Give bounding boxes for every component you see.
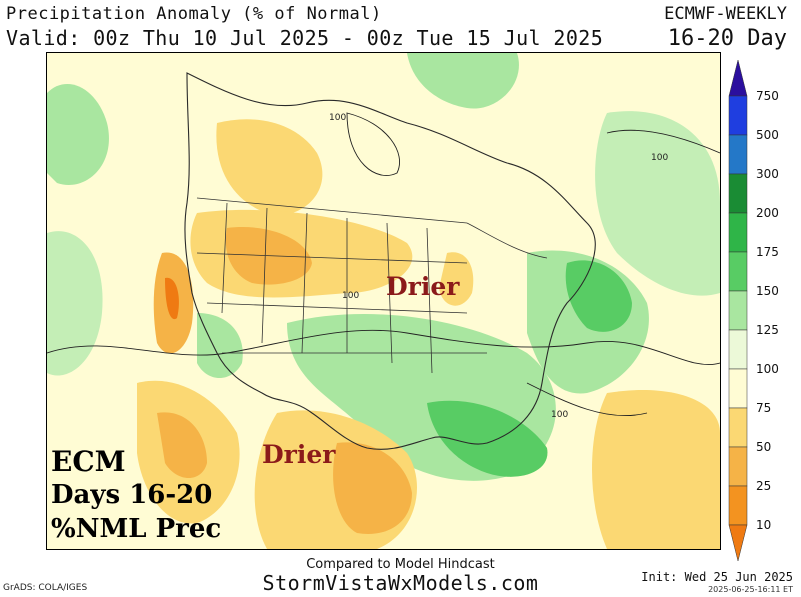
coastline bbox=[184, 72, 596, 450]
init-time: Init: Wed 25 Jun 2025 bbox=[641, 570, 793, 584]
contour-100 bbox=[47, 329, 720, 365]
contour-label: 100 bbox=[329, 113, 347, 123]
legend-swatch bbox=[728, 407, 748, 448]
legend-swatch bbox=[728, 95, 748, 136]
model-label-line1: ECM bbox=[51, 445, 126, 478]
model-label-line3: %NML Prec bbox=[51, 514, 222, 544]
dry-anomaly-region bbox=[165, 277, 179, 320]
contour-label: 100 bbox=[651, 153, 669, 163]
borders bbox=[196, 197, 548, 374]
legend-swatch bbox=[728, 60, 748, 97]
legend-colorbar bbox=[728, 60, 748, 562]
legend-swatch bbox=[728, 134, 748, 175]
valid-period: Valid: 00z Thu 10 Jul 2025 - 00z Tue 15 … bbox=[6, 26, 604, 50]
legend-level-label: 50 bbox=[756, 440, 772, 454]
dry-anomaly-region bbox=[216, 119, 323, 215]
forecast-period: 16-20 Day bbox=[667, 26, 787, 51]
anomaly-field bbox=[47, 53, 720, 549]
legend-swatch bbox=[728, 173, 748, 214]
model-name: ECMWF-WEEKLY bbox=[664, 4, 787, 24]
wet-anomaly-region bbox=[47, 231, 103, 376]
wet-anomaly-region bbox=[595, 111, 720, 296]
contour-100 bbox=[346, 112, 400, 176]
generated-stamp: 2025-06-25-16:11 ET bbox=[708, 585, 793, 594]
legend-level-label: 750 bbox=[756, 89, 779, 103]
legend-swatch bbox=[728, 290, 748, 331]
wet-anomaly-region bbox=[565, 260, 632, 332]
legend-level-label: 175 bbox=[756, 245, 779, 259]
grads-credit: GrADS: COLA/IGES bbox=[3, 583, 88, 593]
legend-level-label: 150 bbox=[756, 284, 779, 298]
drier-label-south: Drier bbox=[262, 440, 336, 469]
wet-anomaly-region bbox=[407, 53, 519, 109]
footer-site: StormVistaWxModels.com bbox=[262, 571, 539, 595]
wet-anomaly-region bbox=[47, 84, 109, 185]
legend-level-label: 10 bbox=[756, 518, 772, 532]
footer-compared: Compared to Model Hindcast bbox=[306, 557, 495, 572]
contour-100 bbox=[606, 129, 720, 154]
legend-level-label: 125 bbox=[756, 323, 779, 337]
legend-swatch bbox=[728, 251, 748, 292]
legend-level-label: 200 bbox=[756, 206, 779, 220]
wet-anomaly-region bbox=[197, 313, 243, 378]
legend-swatch bbox=[728, 485, 748, 526]
dry-anomaly-region bbox=[157, 412, 207, 478]
contour-label: 100 bbox=[551, 410, 569, 420]
wet-anomaly-region bbox=[427, 400, 548, 477]
legend-level-label: 300 bbox=[756, 167, 779, 181]
legend-level-label: 500 bbox=[756, 128, 779, 142]
legend-swatch bbox=[728, 329, 748, 370]
dry-anomaly-region bbox=[439, 252, 474, 306]
color-legend: 750 500 300 200 175 150 125 100 75 50 25 10 bbox=[728, 60, 800, 570]
legend-level-label: 100 bbox=[756, 362, 779, 376]
map-title: Precipitation Anomaly (% of Normal) bbox=[6, 4, 382, 24]
dry-anomaly-region bbox=[592, 389, 720, 549]
legend-level-label: 75 bbox=[756, 401, 772, 415]
contour-100 bbox=[526, 382, 648, 417]
drier-label-north: Drier bbox=[386, 272, 460, 301]
legend-swatch bbox=[728, 524, 748, 562]
anomaly-map: 100 100 100 100 bbox=[46, 52, 721, 550]
legend-swatch bbox=[728, 446, 748, 487]
legend-swatch bbox=[728, 212, 748, 253]
legend-swatch bbox=[728, 368, 748, 409]
dry-anomaly-region bbox=[333, 442, 412, 534]
contour-label: 100 bbox=[342, 291, 360, 301]
legend-level-label: 25 bbox=[756, 479, 772, 493]
model-label-line2: Days 16-20 bbox=[51, 480, 213, 510]
